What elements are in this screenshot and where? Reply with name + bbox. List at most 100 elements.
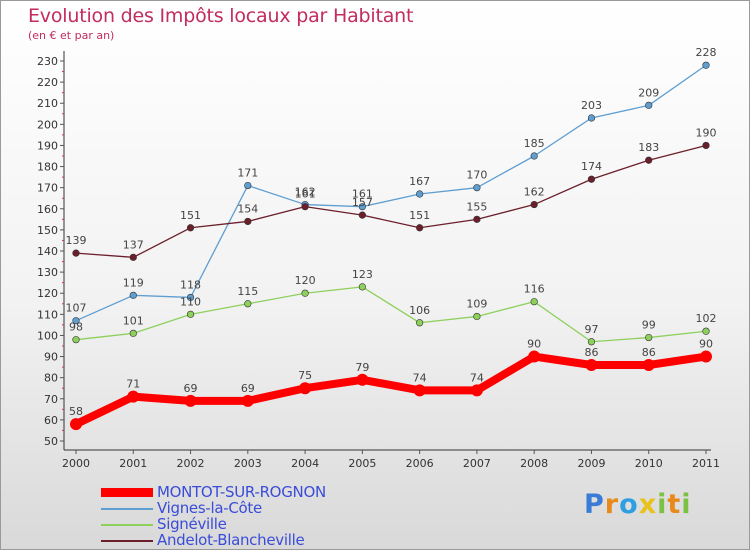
- x-tick-label: 2011: [692, 457, 720, 470]
- data-label: 137: [123, 238, 144, 251]
- data-label: 75: [298, 369, 312, 382]
- data-point: [416, 190, 424, 198]
- data-label: 170: [466, 169, 487, 182]
- data-point: [585, 359, 598, 371]
- logo-letter: P: [584, 489, 605, 520]
- x-tick-label: 2004: [291, 457, 319, 470]
- data-point: [700, 350, 712, 363]
- data-label: 151: [409, 209, 430, 222]
- data-point: [358, 203, 366, 211]
- data-label: 171: [237, 167, 258, 180]
- x-tick-label: 2001: [119, 457, 147, 470]
- x-tick-label: 2000: [62, 457, 90, 470]
- data-label: 71: [126, 378, 140, 391]
- x-tick-label: 2007: [463, 457, 491, 470]
- data-point: [358, 211, 366, 219]
- data-label: 107: [66, 302, 87, 315]
- y-tick-label: 110: [37, 308, 58, 321]
- chart-title: Evolution des Impôts locaux par Habitant: [28, 5, 414, 27]
- legend-swatch-andelot: [101, 540, 153, 542]
- data-label: 90: [699, 338, 713, 351]
- data-label: 162: [524, 186, 545, 199]
- data-point: [301, 289, 309, 297]
- data-label: 106: [409, 304, 430, 317]
- x-axis-ticks: 2000 2001 2002 2003 2004 2005 2006 2007 2008 2009…: [62, 450, 720, 470]
- data-point: [645, 333, 653, 342]
- y-tick-label: 120: [37, 287, 58, 300]
- y-tick-label: 100: [37, 329, 58, 342]
- data-label: 151: [180, 209, 201, 222]
- data-point: [528, 350, 541, 363]
- legend-item-montot: MONTOT-SUR-ROGNON: [101, 483, 401, 501]
- data-label: 123: [352, 268, 373, 281]
- data-point: [530, 298, 538, 306]
- data-label: 69: [241, 382, 255, 395]
- data-label: 99: [642, 319, 656, 332]
- data-label: 157: [352, 196, 373, 209]
- data-point: [473, 184, 481, 192]
- logo-letter: r: [604, 489, 620, 520]
- data-point: [72, 249, 80, 257]
- data-point: [702, 61, 710, 69]
- data-point: [530, 200, 538, 209]
- data-label: 110: [180, 295, 201, 308]
- data-point: [186, 293, 195, 302]
- y-axis-ticks: 50 60 70 80 90 100 110 120 130 140 150 160 170 180 190…: [37, 55, 64, 448]
- data-point: [70, 418, 82, 431]
- data-point: [129, 253, 137, 261]
- series-group: [70, 61, 712, 431]
- data-label: 90: [527, 338, 541, 351]
- data-point: [587, 114, 596, 122]
- y-tick-label: 140: [37, 245, 58, 258]
- data-point: [72, 317, 80, 325]
- data-label: 185: [524, 137, 545, 150]
- data-point: [530, 152, 538, 160]
- data-point: [642, 359, 655, 371]
- data-label: 115: [237, 285, 258, 298]
- x-tick-label: 2002: [177, 457, 205, 470]
- data-label: 161: [295, 188, 316, 201]
- data-label: 97: [584, 323, 598, 336]
- data-point: [416, 319, 424, 327]
- data-label: 101: [123, 314, 144, 327]
- data-point: [587, 338, 596, 346]
- data-point: [127, 390, 140, 403]
- data-point: [184, 394, 197, 407]
- data-point: [129, 329, 137, 337]
- data-point: [702, 141, 710, 150]
- logo-letter: i: [657, 489, 668, 520]
- x-tick-label: 2009: [577, 457, 605, 470]
- axes: [63, 51, 711, 451]
- data-label: 109: [466, 297, 487, 310]
- data-label: 155: [466, 200, 487, 213]
- series-line: [75, 64, 707, 322]
- data-point: [473, 312, 481, 321]
- data-label: 58: [69, 405, 83, 418]
- data-label: 74: [470, 371, 484, 384]
- y-tick-label: 170: [37, 182, 58, 195]
- chart-subtitle: (en € et par an): [28, 29, 115, 42]
- data-point: [301, 203, 309, 211]
- legend-swatch-signeville: [101, 524, 153, 526]
- data-label: 167: [409, 175, 430, 188]
- data-label: 154: [237, 202, 258, 215]
- logo-letter: x: [638, 489, 658, 520]
- data-point: [299, 382, 312, 395]
- series-line: [72, 352, 710, 429]
- data-label: 119: [123, 276, 144, 289]
- data-label: 74: [413, 371, 427, 384]
- y-tick-label: 190: [37, 139, 58, 152]
- data-point: [356, 373, 369, 386]
- series-line: [75, 286, 707, 343]
- data-label: 79: [355, 361, 369, 374]
- data-point: [413, 384, 426, 397]
- data-label: 174: [581, 160, 602, 173]
- data-point: [416, 224, 424, 232]
- y-tick-label: 70: [44, 393, 58, 406]
- data-point: [72, 336, 80, 344]
- y-tick-label: 150: [37, 224, 58, 237]
- y-tick-label: 80: [44, 372, 58, 385]
- data-label: 162: [295, 186, 316, 199]
- data-point: [186, 310, 195, 318]
- x-tick-label: 2005: [348, 457, 376, 470]
